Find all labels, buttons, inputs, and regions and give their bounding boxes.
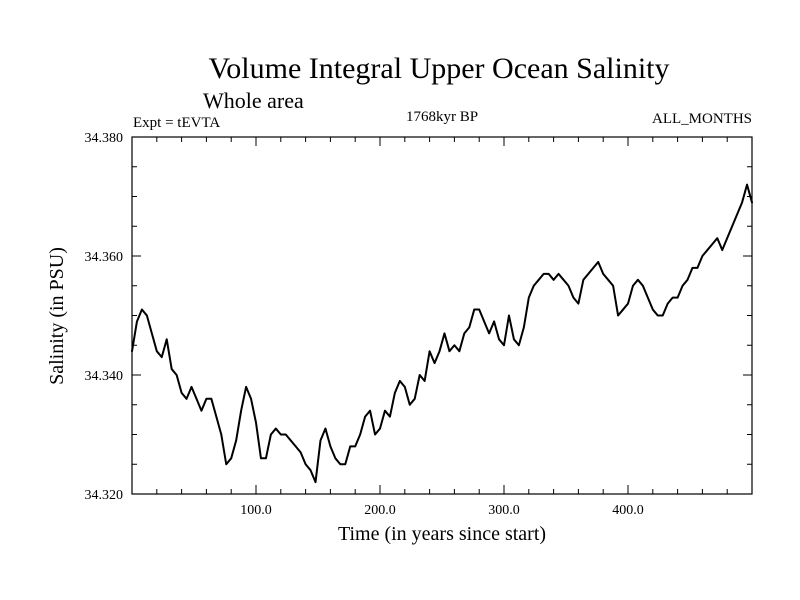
y-tick-label: 34.360 [85, 250, 124, 265]
x-axis-label: Time (in years since start) [338, 523, 546, 545]
axis-tick-labels: 100.0 200.0 300.0 400.0 34.320 34.340 34.360 34… [85, 131, 644, 518]
x-tick-label: 300.0 [488, 503, 520, 518]
y-tick-label: 34.380 [85, 131, 124, 146]
expt-label: Expt = tEVTA [133, 115, 220, 131]
axis-ticks [132, 137, 752, 494]
y-tick-label: 34.320 [85, 488, 124, 503]
x-tick-label: 400.0 [612, 503, 644, 518]
x-tick-label: 100.0 [240, 503, 272, 518]
y-tick-label: 34.340 [85, 369, 124, 384]
x-tick-label: 200.0 [364, 503, 396, 518]
y-axis-label: Salinity (in PSU) [46, 247, 68, 385]
period-label: 1768kyr BP [406, 109, 478, 125]
salinity-series-line [131, 183, 753, 484]
chart-title: Volume Integral Upper Ocean Salinity [209, 52, 670, 85]
chart-subtitle: Whole area [203, 88, 304, 113]
months-label: ALL_MONTHS [652, 111, 752, 127]
